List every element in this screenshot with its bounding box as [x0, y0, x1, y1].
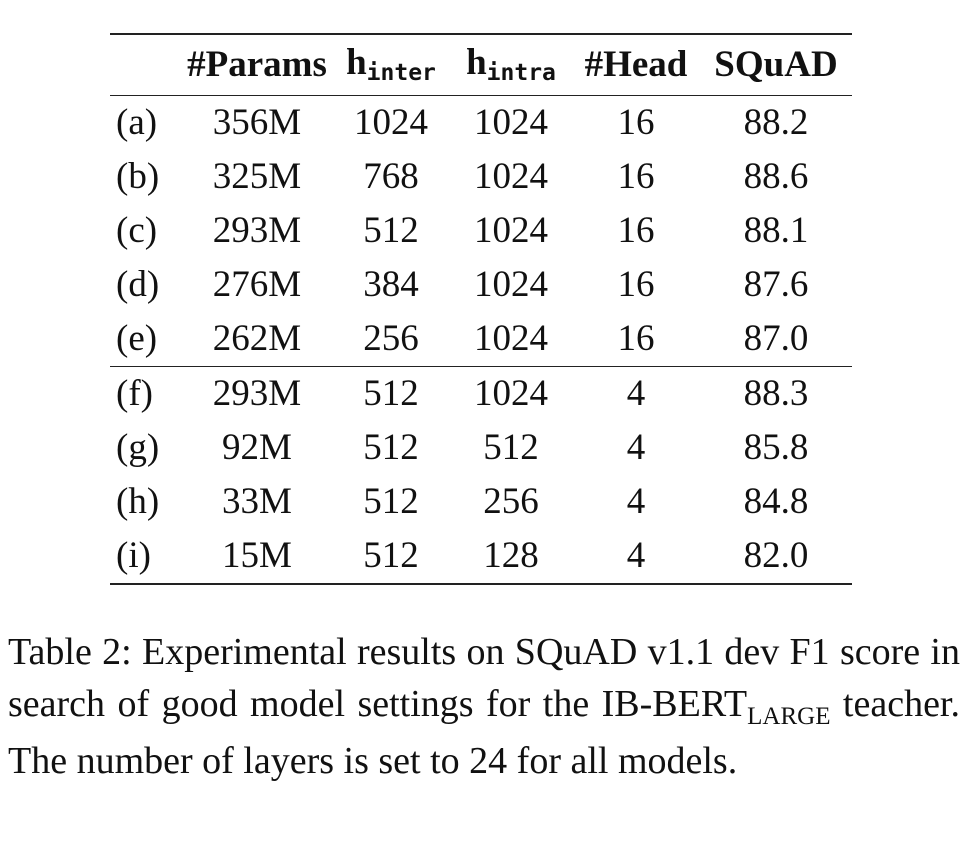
cell-h-inter: 384: [363, 264, 419, 305]
cell-params: 325M: [212, 156, 302, 197]
cell-squad: 85.8: [743, 427, 809, 468]
cell-squad: 88.6: [743, 156, 809, 197]
cell-h-intra: 128: [450, 529, 572, 585]
cell-head: 16: [617, 102, 655, 143]
cell-h-intra: 1024: [474, 264, 548, 305]
cell-h-inter: 1024: [354, 102, 428, 143]
cell-h-intra: 1024: [474, 318, 548, 359]
cell-head: 4: [626, 481, 646, 522]
cell-params: 15M: [182, 529, 332, 585]
table-row: (e) 262M 256 1024 16 87.0: [110, 312, 852, 367]
table-header-row: #Params hinter hintra #Head SQuAD: [110, 33, 852, 96]
cell-h-inter: 256: [363, 318, 419, 359]
cell-h-intra: 256: [483, 481, 539, 522]
header-squad: SQuAD: [700, 33, 852, 96]
cell-squad: 82.0: [700, 529, 852, 585]
cell-h-inter: 512: [363, 427, 419, 468]
caption-part1: Table 2: Experimental results on SQuAD v…: [8, 631, 960, 725]
table-row: (f) 293M 512 1024 4 88.3: [110, 366, 852, 421]
cell-squad: 84.8: [743, 481, 809, 522]
results-table-container: #Params hinter hintra #Head SQuAD (a) 356…: [110, 33, 852, 585]
cell-h-intra: 1024: [474, 102, 548, 143]
header-h-inter: hinter: [332, 33, 450, 96]
cell-params: 92M: [222, 427, 292, 468]
header-head: #Head: [572, 33, 700, 96]
results-table: #Params hinter hintra #Head SQuAD (a) 356…: [110, 33, 852, 585]
cell-head: 4: [626, 427, 646, 468]
table-row: (a) 356M 1024 1024 16 88.2: [110, 96, 852, 151]
cell-label: (d): [116, 264, 160, 305]
cell-h-intra: 1024: [474, 156, 548, 197]
cell-h-intra: 1024: [474, 210, 548, 251]
cell-label: (e): [116, 318, 158, 359]
header-h-inter-base: h: [346, 42, 367, 83]
cell-params: 293M: [212, 210, 302, 251]
cell-squad: 88.1: [743, 210, 809, 251]
table-row: (h) 33M 512 256 4 84.8: [110, 475, 852, 529]
cell-label: (a): [116, 102, 158, 143]
cell-squad: 88.3: [700, 366, 852, 421]
cell-params: 293M: [182, 366, 332, 421]
table-row: (b) 325M 768 1024 16 88.6: [110, 150, 852, 204]
header-h-intra-sub: intra: [486, 60, 556, 86]
table-body: (a) 356M 1024 1024 16 88.2 (b) 325M 768 1024 16 88.…: [110, 96, 852, 585]
cell-params: 356M: [212, 102, 302, 143]
cell-squad: 87.0: [743, 318, 809, 359]
cell-squad: 87.6: [743, 264, 809, 305]
cell-head: 4: [572, 366, 700, 421]
table-row: (i) 15M 512 128 4 82.0: [110, 529, 852, 585]
cell-head: 4: [572, 529, 700, 585]
cell-label: (i): [110, 529, 182, 585]
header-h-intra-base: h: [466, 42, 487, 83]
cell-head: 16: [617, 318, 655, 359]
cell-label: (h): [116, 481, 160, 522]
header-h-intra: hintra: [450, 33, 572, 96]
table-row: (d) 276M 384 1024 16 87.6: [110, 258, 852, 312]
cell-label: (g): [116, 427, 160, 468]
table-row: (c) 293M 512 1024 16 88.1: [110, 204, 852, 258]
cell-h-inter: 512: [332, 366, 450, 421]
cell-label: (b): [116, 156, 160, 197]
cell-params: 33M: [222, 481, 292, 522]
cell-h-inter: 768: [363, 156, 419, 197]
cell-label: (c): [116, 210, 158, 251]
table-row: (g) 92M 512 512 4 85.8: [110, 421, 852, 475]
cell-params: 276M: [212, 264, 302, 305]
header-params: #Params: [182, 33, 332, 96]
cell-h-inter: 512: [332, 529, 450, 585]
cell-squad: 88.2: [743, 102, 809, 143]
cell-h-intra: 1024: [450, 366, 572, 421]
cell-h-inter: 512: [363, 210, 419, 251]
cell-head: 16: [617, 156, 655, 197]
caption-part2: teacher. The number of layers is set to …: [8, 683, 960, 782]
caption-subscript: LARGE: [747, 703, 831, 730]
cell-label: (f): [110, 366, 182, 421]
table-caption: Table 2: Experimental results on SQuAD v…: [8, 626, 960, 787]
header-label: [110, 33, 182, 96]
cell-head: 16: [617, 210, 655, 251]
cell-params: 262M: [212, 318, 302, 359]
cell-head: 16: [617, 264, 655, 305]
cell-h-inter: 512: [363, 481, 419, 522]
header-h-inter-sub: inter: [366, 60, 436, 86]
cell-h-intra: 512: [483, 427, 539, 468]
